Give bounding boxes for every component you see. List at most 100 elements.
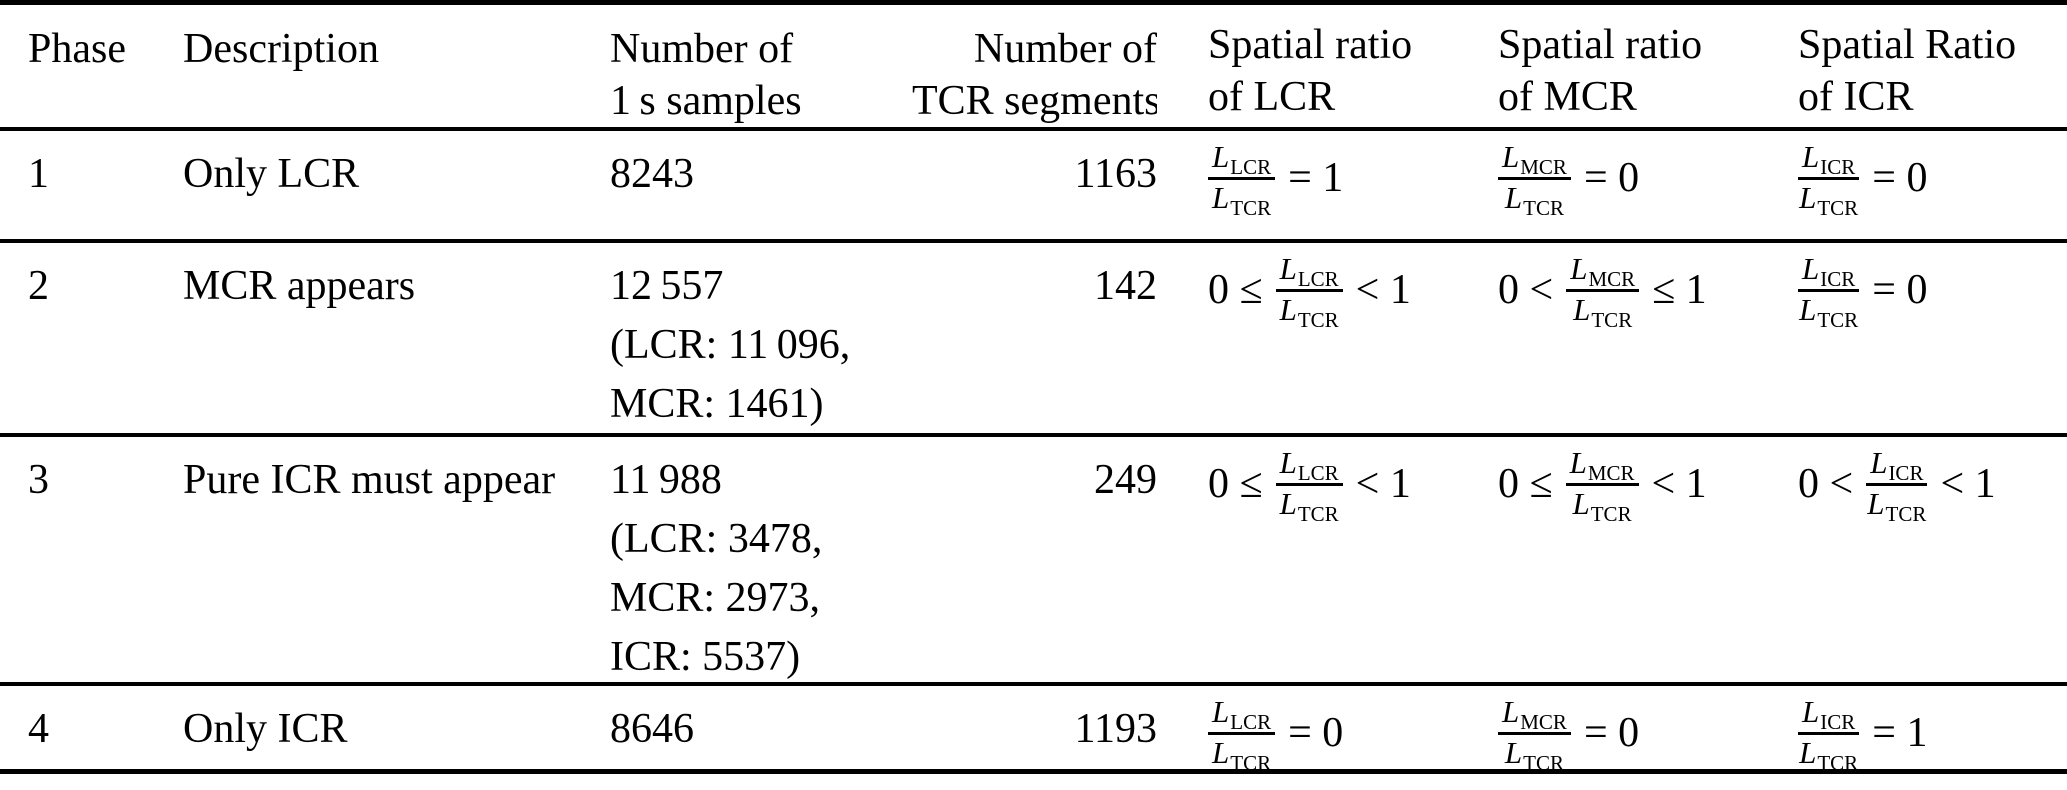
ratio-mcr-cell: 0 ≤ LMCR LTCR < 1	[1478, 435, 1778, 684]
fraction-numerator: LICR	[1866, 445, 1928, 486]
segments-cell: 249	[1094, 457, 1157, 503]
fraction-denominator: LTCR	[1799, 179, 1858, 218]
fraction-numerator: LLCR	[1275, 251, 1343, 292]
fraction-numerator: LLCR	[1275, 445, 1343, 486]
math-subscript: TCR	[1817, 307, 1859, 332]
math-variable: L	[1870, 445, 1888, 480]
math-suffix: < 1	[1651, 460, 1707, 507]
math-subscript: TCR	[1523, 195, 1565, 220]
math-variable: L	[1279, 251, 1297, 286]
math-subscript: MCR	[1588, 267, 1636, 291]
header-line: of ICR	[1798, 74, 1914, 120]
fraction: LICR L TCR	[1866, 445, 1928, 524]
ratio-lcr-cell: LLCR LTCR = 1	[1157, 129, 1478, 241]
fraction-numerator: LMCR	[1565, 446, 1639, 486]
math-subscript: TCR	[1590, 501, 1632, 526]
samples-line: 11 988	[610, 457, 722, 503]
description-cell: Pure ICR must appear	[183, 457, 556, 503]
math-variable: L	[1502, 694, 1520, 729]
header-segments: Number of TCR segments	[912, 3, 1157, 130]
math-subscript: TCR	[1817, 195, 1859, 220]
math-variable: L	[1802, 251, 1820, 286]
header-line: Spatial ratio	[1498, 22, 1703, 68]
samples-cell: 12 557 (LCR: 11 096, MCR: 1461)	[582, 241, 912, 435]
math-expression: 0 ≤ LLCR LTCR < 1	[1208, 445, 1478, 524]
fraction-denominator: LTCR	[1212, 734, 1271, 772]
table-row-phase-4: 4 Only ICR 8646 1193 LLCR LTCR = 0	[0, 684, 2067, 772]
math-variable: L	[1212, 694, 1230, 729]
math-suffix: ≤ 1	[1652, 266, 1707, 313]
fraction-denominator: LTCR	[1212, 180, 1271, 218]
samples-line: 12 557	[610, 263, 724, 309]
math-variable: L	[1799, 179, 1817, 215]
samples-line: 8243	[610, 151, 694, 197]
fraction-numerator: LLCR	[1208, 694, 1276, 735]
math-subscript: ICR	[1820, 710, 1856, 734]
math-expression: LLCR LTCR = 0	[1208, 694, 1478, 772]
math-expression: LLCR LTCR = 1	[1208, 139, 1478, 218]
ratio-mcr-cell: LMCR LTCR = 0	[1478, 684, 1778, 772]
math-prefix: 0 <	[1498, 266, 1554, 313]
fraction-denominator: LTCR	[1280, 486, 1339, 524]
fraction: LMCR LTCR	[1498, 140, 1571, 218]
math-suffix: < 1	[1355, 460, 1411, 507]
math-subscript: TCR	[1230, 195, 1272, 220]
math-prefix: 0 ≤	[1498, 460, 1553, 507]
fraction-numerator: LICR	[1798, 695, 1860, 735]
math-subscript: LCR	[1297, 267, 1339, 291]
math-subscript: MCR	[1587, 461, 1635, 485]
header-line: Spatial Ratio	[1798, 22, 2017, 68]
math-prefix: 0 ≤	[1208, 460, 1263, 507]
fraction: LLCR LTCR	[1208, 694, 1276, 772]
fraction: LMCR LTCR	[1498, 694, 1571, 772]
fraction-denominator: LTCR	[1504, 734, 1564, 772]
math-prefix: 0 ≤	[1208, 266, 1263, 313]
math-variable: L	[1504, 734, 1523, 770]
header-line: of MCR	[1498, 74, 1637, 120]
math-subscript: TCR	[1817, 750, 1859, 772]
header-line: 1 s samples	[610, 78, 802, 124]
header-line: Number of	[610, 26, 794, 72]
header-ratio-mcr: Spatial ratio of MCR	[1478, 3, 1778, 130]
header-line: of LCR	[1208, 74, 1336, 120]
description-cell: Only ICR	[183, 706, 348, 752]
table-header: Phase Description Number of 1 s samples …	[0, 2, 2067, 130]
header-line: TCR segments	[912, 78, 1157, 124]
ratio-lcr-cell: LLCR LTCR = 0	[1157, 684, 1478, 772]
math-subscript: TCR	[1885, 501, 1927, 526]
ratio-mcr-cell: 0 < LMCR LTCR ≤ 1	[1478, 241, 1778, 435]
math-expression: LICR LTCR = 0	[1798, 139, 2067, 218]
math-variable: L	[1799, 734, 1817, 770]
math-variable: L	[1212, 139, 1230, 174]
math-subscript: LCR	[1230, 710, 1272, 734]
header-row: Phase Description Number of 1 s samples …	[0, 2, 2067, 130]
phase-statistics-table: Phase Description Number of 1 s samples …	[0, 2, 2067, 772]
description-cell: MCR appears	[183, 263, 416, 309]
samples-cell: 11 988 (LCR: 3478, MCR: 2973, ICR: 5537)	[582, 435, 912, 684]
table-row-phase-3: 3 Pure ICR must appear 11 988 (LCR: 3478…	[0, 435, 2067, 684]
math-variable: L	[1212, 734, 1230, 770]
math-subscript: ICR	[1820, 267, 1856, 291]
fraction: LMCR LTCR	[1566, 252, 1640, 330]
ratio-icr-cell: LICR LTCR = 1	[1778, 684, 2067, 772]
math-expression: 0 < LMCR LTCR ≤ 1	[1498, 252, 1778, 330]
segments-cell: 1193	[1074, 706, 1157, 752]
samples-line: MCR: 1461)	[610, 381, 824, 427]
fraction: LMCR LTCR	[1565, 446, 1639, 524]
math-variable: L	[1279, 445, 1297, 480]
math-suffix: = 1	[1288, 154, 1344, 201]
math-variable: L	[1799, 291, 1817, 327]
math-expression: LMCR LTCR = 0	[1498, 140, 1778, 218]
samples-line: (LCR: 11 096,	[610, 322, 851, 368]
math-expression: LICR LTCR = 0	[1798, 251, 2067, 330]
fraction: LICR LTCR	[1798, 695, 1860, 772]
header-line: Spatial ratio	[1208, 22, 1413, 68]
math-variable: L	[1802, 139, 1820, 174]
header-line: Description	[183, 26, 379, 72]
math-suffix: = 0	[1872, 154, 1928, 201]
math-expression: LMCR LTCR = 0	[1498, 694, 1778, 772]
ratio-icr-cell: 0 < LICR LTCR < 1	[1778, 435, 2067, 684]
math-variable: L	[1279, 291, 1297, 327]
math-subscript: ICR	[1888, 461, 1924, 485]
fraction: LLCR LTCR	[1275, 445, 1343, 524]
